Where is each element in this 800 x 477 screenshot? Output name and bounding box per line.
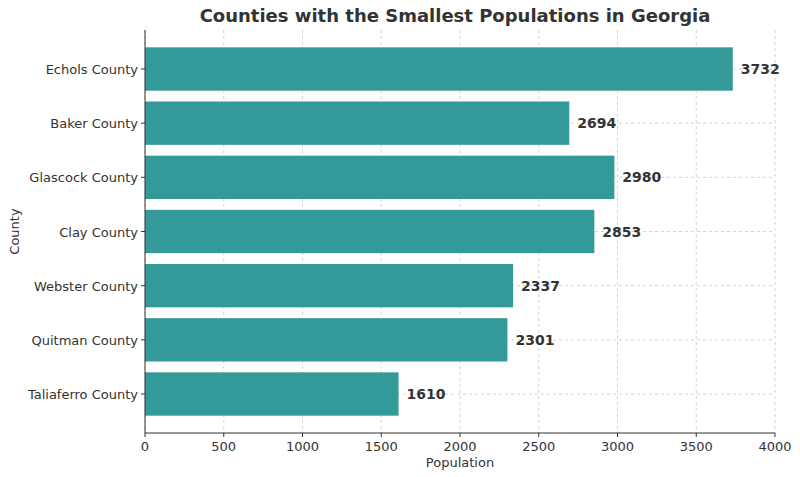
- tick-label: 2500: [522, 439, 555, 454]
- bar: [145, 372, 399, 415]
- category-label: Glascock County: [29, 170, 138, 185]
- bars: [145, 47, 733, 415]
- tick: [145, 433, 146, 437]
- tick-label: 4000: [758, 439, 791, 454]
- tick: [141, 177, 145, 178]
- tick: [223, 433, 224, 437]
- tick: [141, 123, 145, 124]
- tick: [141, 394, 145, 395]
- title: Counties with the Smallest Populations i…: [200, 5, 711, 26]
- data-label: 3732: [741, 61, 780, 77]
- category-label: Baker County: [50, 116, 138, 131]
- bar: [145, 47, 733, 90]
- bar: [145, 210, 594, 253]
- data-label: 2301: [515, 332, 554, 348]
- bar: [145, 156, 614, 199]
- data-label: 2980: [622, 169, 661, 185]
- tick-label: 500: [211, 439, 236, 454]
- tick-label: 3000: [601, 439, 634, 454]
- bar: [145, 264, 513, 307]
- category-label: Echols County: [46, 62, 139, 77]
- tick: [696, 433, 697, 437]
- x-axis-label: Population: [426, 455, 494, 470]
- tick: [141, 339, 145, 340]
- tick: [141, 285, 145, 286]
- chart: 3732 2694 2980 2853 2337 2301 1610 0 500 1000 1500…: [0, 0, 800, 477]
- tick: [460, 433, 461, 437]
- tick-label: 3500: [680, 439, 713, 454]
- bar: [145, 102, 569, 145]
- data-label: 2337: [521, 278, 560, 294]
- tick: [302, 433, 303, 437]
- tick: [141, 231, 145, 232]
- tick: [617, 433, 618, 437]
- tick: [141, 69, 145, 70]
- category-label: Taliaferro County: [27, 387, 138, 402]
- tick-label: 0: [141, 439, 149, 454]
- tick-label: 2000: [443, 439, 476, 454]
- tick-label: 1500: [365, 439, 398, 454]
- data-label: 2853: [602, 224, 641, 240]
- category-label: Clay County: [59, 225, 138, 240]
- tick-label: 1000: [286, 439, 319, 454]
- bar: [145, 318, 507, 361]
- y-axis-label: County: [7, 208, 22, 255]
- tick: [381, 433, 382, 437]
- data-label: 1610: [407, 386, 446, 402]
- category-label: Webster County: [34, 279, 138, 294]
- tick: [538, 433, 539, 437]
- data-label: 2694: [577, 115, 616, 131]
- category-label: Quitman County: [32, 333, 139, 348]
- tick: [775, 433, 776, 437]
